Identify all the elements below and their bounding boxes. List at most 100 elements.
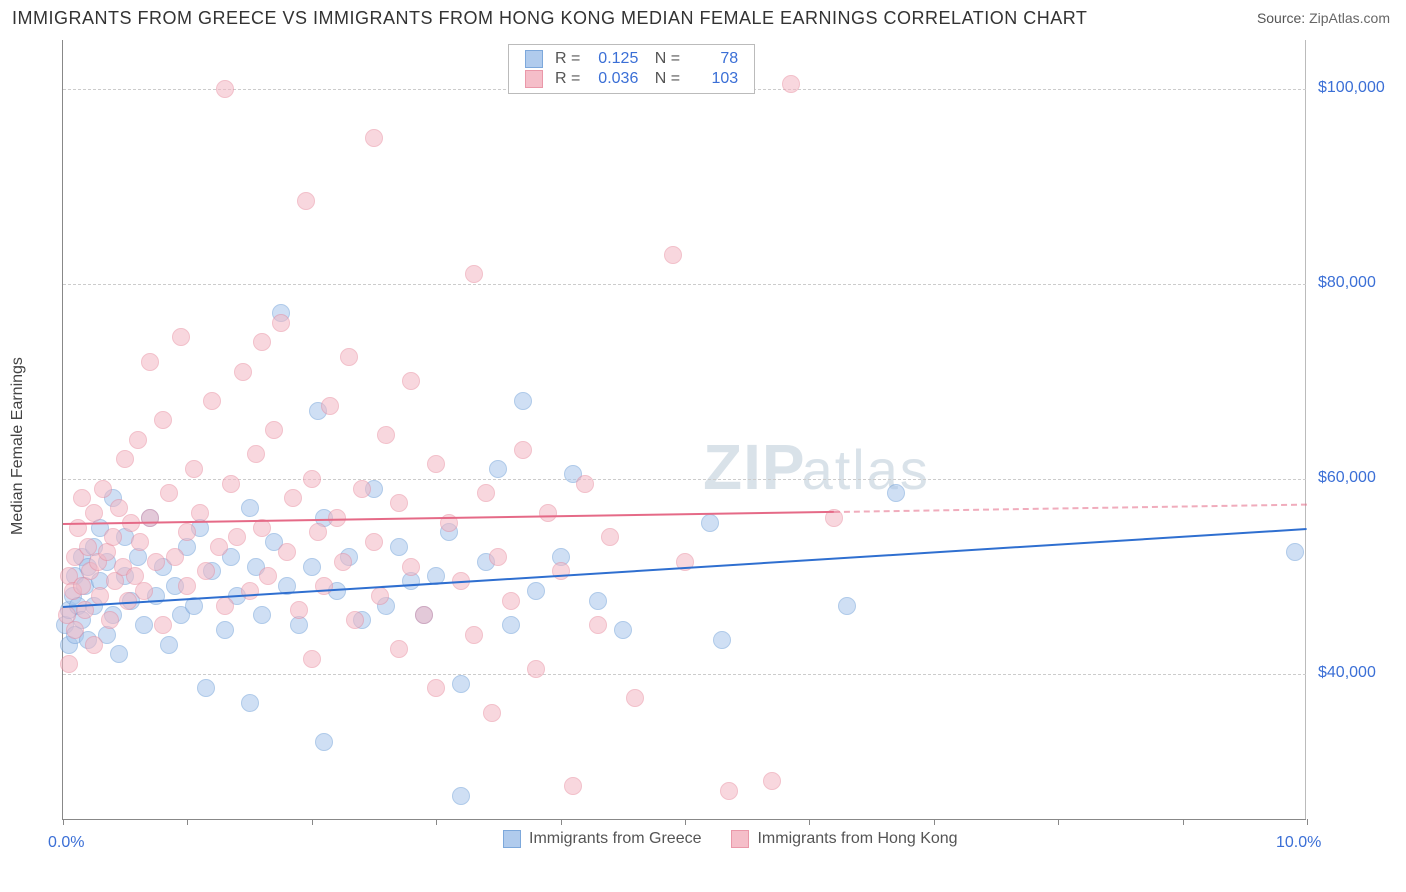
data-point-hongkong: [135, 582, 153, 600]
data-point-hongkong: [502, 592, 520, 610]
data-point-hongkong: [191, 504, 209, 522]
trend-line-dashed-hongkong: [834, 503, 1307, 512]
y-tick-label: $80,000: [1318, 274, 1376, 292]
x-tick: [187, 819, 188, 825]
data-point-greece: [452, 787, 470, 805]
data-point-greece: [303, 558, 321, 576]
data-point-greece: [489, 460, 507, 478]
data-point-hongkong: [116, 450, 134, 468]
legend-r-label: R =: [549, 49, 586, 69]
legend-series: Immigrants from GreeceImmigrants from Ho…: [503, 830, 958, 848]
data-point-hongkong: [141, 353, 159, 371]
data-point-greece: [589, 592, 607, 610]
data-point-hongkong: [576, 475, 594, 493]
data-point-hongkong: [371, 587, 389, 605]
source-value: ZipAtlas.com: [1309, 10, 1390, 26]
data-point-hongkong: [160, 484, 178, 502]
data-point-hongkong: [131, 533, 149, 551]
data-point-hongkong: [365, 129, 383, 147]
scatter-plot-area: ZIPatlas R =0.125 N =78R =0.036 N =103Im…: [62, 40, 1306, 820]
legend-swatch-hongkong: [525, 70, 543, 88]
data-point-hongkong: [346, 611, 364, 629]
data-point-hongkong: [309, 523, 327, 541]
data-point-hongkong: [69, 519, 87, 537]
data-point-hongkong: [782, 75, 800, 93]
data-point-hongkong: [94, 480, 112, 498]
data-point-hongkong: [390, 640, 408, 658]
y-tick-label: $60,000: [1318, 469, 1376, 487]
data-point-hongkong: [178, 577, 196, 595]
legend-swatch-hongkong: [731, 830, 749, 848]
data-point-greece: [160, 636, 178, 654]
data-point-hongkong: [203, 392, 221, 410]
data-point-hongkong: [465, 265, 483, 283]
data-point-hongkong: [172, 328, 190, 346]
chart-title: IMMIGRANTS FROM GREECE VS IMMIGRANTS FRO…: [12, 8, 1087, 29]
legend-n-value-greece: 78: [692, 50, 738, 68]
data-point-hongkong: [210, 538, 228, 556]
data-point-greece: [315, 733, 333, 751]
data-point-hongkong: [247, 445, 265, 463]
legend-item-greece: Immigrants from Greece: [503, 830, 701, 848]
data-point-hongkong: [272, 314, 290, 332]
data-point-greece: [390, 538, 408, 556]
data-point-hongkong: [91, 587, 109, 605]
data-point-hongkong: [259, 567, 277, 585]
data-point-hongkong: [297, 192, 315, 210]
data-point-hongkong: [377, 426, 395, 444]
data-point-hongkong: [278, 543, 296, 561]
data-point-greece: [514, 392, 532, 410]
x-axis-max-label: 10.0%: [1276, 834, 1321, 852]
y-axis-label: Median Female Earnings: [9, 357, 27, 535]
legend-series-name-greece: Immigrants from Greece: [529, 830, 701, 848]
data-point-hongkong: [402, 372, 420, 390]
data-point-greece: [241, 694, 259, 712]
watermark-rest: atlas: [802, 438, 930, 501]
data-point-hongkong: [197, 562, 215, 580]
x-tick: [685, 819, 686, 825]
x-axis-min-label: 0.0%: [48, 834, 84, 852]
x-tick: [1307, 819, 1308, 825]
data-point-hongkong: [303, 650, 321, 668]
data-point-hongkong: [390, 494, 408, 512]
data-point-hongkong: [489, 548, 507, 566]
data-point-hongkong: [141, 509, 159, 527]
data-point-greece: [838, 597, 856, 615]
data-point-hongkong: [265, 421, 283, 439]
data-point-hongkong: [514, 441, 532, 459]
x-tick: [1058, 819, 1059, 825]
data-point-hongkong: [178, 523, 196, 541]
data-point-hongkong: [60, 655, 78, 673]
data-point-greece: [614, 621, 632, 639]
data-point-hongkong: [228, 528, 246, 546]
data-point-hongkong: [85, 504, 103, 522]
gridline: [63, 674, 1306, 675]
data-point-greece: [1286, 543, 1304, 561]
data-point-hongkong: [284, 489, 302, 507]
data-point-hongkong: [477, 484, 495, 502]
data-point-hongkong: [222, 475, 240, 493]
data-point-hongkong: [539, 504, 557, 522]
data-point-greece: [241, 499, 259, 517]
data-point-hongkong: [552, 562, 570, 580]
x-tick: [436, 819, 437, 825]
data-point-hongkong: [402, 558, 420, 576]
data-point-hongkong: [101, 611, 119, 629]
data-point-greece: [197, 679, 215, 697]
legend-n-label: N =: [644, 69, 686, 89]
data-point-hongkong: [664, 246, 682, 264]
data-point-hongkong: [290, 601, 308, 619]
data-point-greece: [253, 606, 271, 624]
data-point-hongkong: [104, 528, 122, 546]
data-point-hongkong: [166, 548, 184, 566]
data-point-hongkong: [601, 528, 619, 546]
data-point-greece: [216, 621, 234, 639]
data-point-greece: [527, 582, 545, 600]
data-point-greece: [701, 514, 719, 532]
data-point-greece: [135, 616, 153, 634]
legend-r-label: R =: [549, 69, 586, 89]
data-point-hongkong: [340, 348, 358, 366]
data-point-hongkong: [427, 679, 445, 697]
data-point-greece: [110, 645, 128, 663]
x-tick: [312, 819, 313, 825]
